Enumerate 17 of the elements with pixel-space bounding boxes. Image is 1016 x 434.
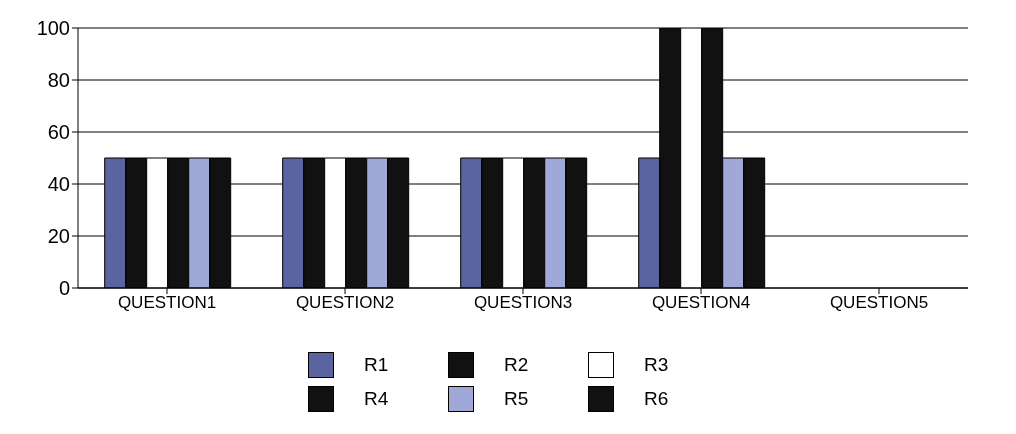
legend-label: R1 — [364, 354, 389, 376]
legend-label: R3 — [644, 354, 669, 376]
legend-label: R6 — [644, 388, 669, 410]
legend-label: R2 — [504, 354, 529, 376]
y-tick-label: 20 — [47, 225, 70, 248]
legend-label: R5 — [504, 388, 529, 410]
x-tick-label: QUESTION4 — [651, 293, 751, 313]
y-tick-label: 0 — [58, 277, 70, 300]
y-tick-label: 40 — [47, 173, 70, 196]
x-tick-label: QUESTION2 — [295, 293, 395, 313]
x-tick-label: QUESTION5 — [829, 293, 929, 313]
x-tick-label: QUESTION3 — [473, 293, 573, 313]
y-tick-label: 80 — [47, 69, 70, 92]
y-tick-label: 60 — [47, 121, 70, 144]
y-tick-label: 100 — [36, 17, 70, 40]
x-tick-label: QUESTION1 — [117, 293, 217, 313]
legend-label: R4 — [364, 388, 389, 410]
